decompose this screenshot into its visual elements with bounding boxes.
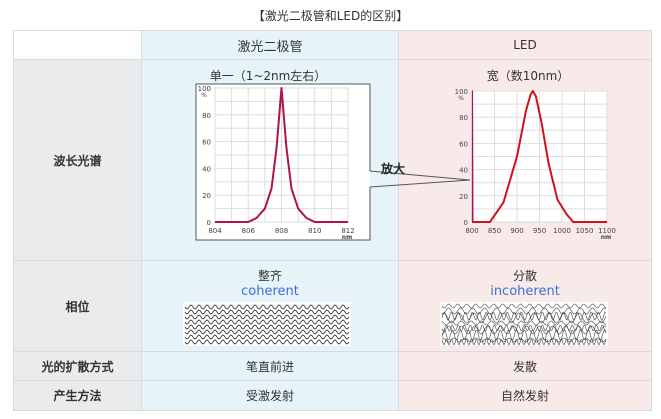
- wave: [184, 314, 350, 320]
- x-tick-label: 900: [510, 227, 523, 235]
- x-tick-label: 810: [308, 227, 321, 235]
- wave: [441, 325, 607, 335]
- y-tick-label: 60: [202, 139, 211, 147]
- series-line: [472, 90, 607, 223]
- y-tick-label: 100: [455, 88, 468, 96]
- x-tick-label: 1050: [576, 227, 594, 235]
- series-line: [215, 87, 348, 223]
- x-axis-label: nm: [342, 234, 353, 241]
- led-phase-en: incoherent: [490, 284, 560, 299]
- row-label-method: 产生方法: [13, 380, 142, 411]
- zoom-frame: [195, 83, 371, 241]
- y-tick-label: 0: [464, 219, 468, 227]
- led-spectrum-chart: 800 850 900 950 1000 1050 1100 0 20 40 60 80 100 nm%: [455, 88, 616, 241]
- wave: [441, 337, 607, 343]
- y-tick-label: 80: [459, 114, 468, 122]
- y-tick-label: 80: [202, 112, 211, 120]
- wave: [441, 303, 607, 309]
- x-tick-label: 808: [275, 227, 288, 235]
- laser-phase-en: coherent: [241, 284, 299, 299]
- y-axis-label: %: [201, 92, 207, 99]
- y-tick-label: 0: [207, 219, 211, 227]
- wave: [184, 334, 350, 340]
- wave: [184, 329, 350, 335]
- y-tick-label: 20: [459, 193, 468, 201]
- led-phase-text: 分散: [512, 269, 537, 283]
- wave: [441, 338, 607, 346]
- x-tick-label: 950: [533, 227, 546, 235]
- wave: [441, 324, 607, 332]
- wave: [184, 309, 350, 315]
- led-spectrum-caption: 宽（数10nm）: [487, 68, 570, 83]
- laser-spectrum-chart: 804 806 808 810 812 0 20 40 60 80 100 nm%: [198, 85, 355, 241]
- wave-patterns: [184, 303, 607, 346]
- laser-method: 受激发射: [141, 380, 399, 411]
- x-tick-label: 806: [242, 227, 256, 235]
- led-method: 自然发射: [398, 380, 652, 411]
- zoom-label: 放大: [380, 161, 405, 176]
- y-tick-label: 60: [459, 140, 468, 148]
- laser-phase-text: 整齐: [257, 269, 282, 283]
- x-tick-label: 1000: [553, 227, 571, 235]
- y-tick-label: 40: [459, 167, 468, 175]
- y-tick-label: 20: [202, 192, 211, 200]
- wave: [441, 312, 607, 324]
- y-axis-label: %: [458, 95, 464, 102]
- zoom-line-bottom: [369, 179, 471, 188]
- wave: [184, 304, 350, 310]
- row-label-spectrum: 波长光谱: [13, 59, 142, 261]
- laser-spectrum-caption: 单一（1~2nm左右）: [210, 68, 327, 83]
- x-tick-label: 812: [341, 227, 354, 235]
- page-title: 【激光二极管和LED的区别】: [252, 9, 409, 23]
- laser-spread: 笔直前进: [141, 351, 399, 381]
- row-label-spread: 光的扩散方式: [13, 351, 142, 381]
- wave: [184, 339, 350, 345]
- x-axis-label: nm: [601, 234, 612, 241]
- row-label-phase: 相位: [13, 260, 142, 352]
- x-tick-label: 800: [465, 227, 478, 235]
- wave: [441, 320, 607, 326]
- zoom-line-top: [369, 170, 471, 181]
- x-tick-label: 1100: [598, 227, 616, 235]
- wave: [184, 324, 350, 330]
- y-tick-label: 40: [202, 165, 211, 173]
- wave: [184, 319, 350, 325]
- x-tick-label: 804: [208, 227, 222, 235]
- wave: [441, 329, 607, 341]
- x-tick-label: 850: [488, 227, 501, 235]
- y-tick-label: 100: [198, 85, 211, 93]
- wave: [442, 307, 607, 315]
